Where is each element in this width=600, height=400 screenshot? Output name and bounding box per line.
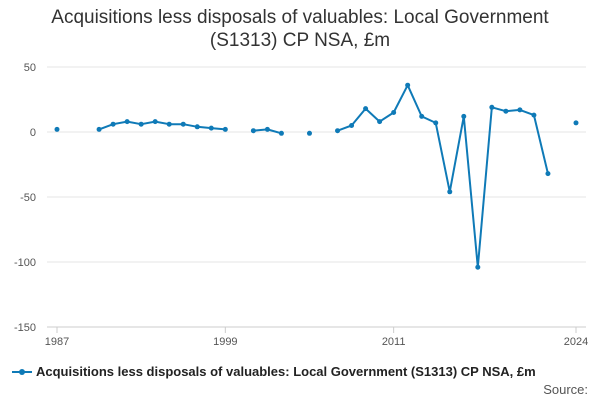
y-tick-label-0: 0 <box>30 127 36 139</box>
data-point-1994 <box>152 119 158 125</box>
y-tick-label-50: 50 <box>24 62 36 74</box>
data-point-2019 <box>503 108 509 114</box>
data-point-1990 <box>96 126 102 132</box>
chart-title: Acquisitions less disposals of valuables… <box>0 6 600 52</box>
data-point-1995 <box>166 121 172 127</box>
gridlines <box>47 66 586 263</box>
x-tick-label-2024: 2024 <box>564 336 588 348</box>
data-point-2021 <box>531 112 537 118</box>
source-label: Source: <box>543 382 588 397</box>
x-axis: 1987 1999 2011 2024 <box>45 326 588 348</box>
chart-title-line-2: (S1313) CP NSA, £m <box>209 30 391 51</box>
data-point-2018 <box>489 104 495 110</box>
data-point-1991 <box>110 121 116 127</box>
data-point-1993 <box>138 121 144 127</box>
data-point-2016 <box>461 113 467 119</box>
data-point-2015 <box>447 189 453 195</box>
data-point-2022 <box>545 171 551 177</box>
data-point-1998 <box>208 125 214 131</box>
y-tick-label--50: -50 <box>20 192 36 204</box>
chart-title-line-1: Acquisitions less disposals of valuables… <box>51 7 549 28</box>
data-point-2009 <box>363 106 369 112</box>
data-point-2020 <box>517 107 523 113</box>
series-line-group <box>98 84 549 269</box>
data-point-2003 <box>278 130 284 136</box>
data-point-2024 <box>573 120 579 126</box>
data-point-2001 <box>250 128 256 134</box>
legend-swatch-icon <box>12 367 32 377</box>
x-tick-label-1987: 1987 <box>45 336 69 348</box>
data-point-2008 <box>349 123 355 128</box>
y-tick-label--100: -100 <box>14 257 36 269</box>
series-line-segment-1 <box>98 120 226 131</box>
data-point-2007 <box>335 128 341 134</box>
data-point-2011 <box>391 110 397 115</box>
data-point-2002 <box>264 126 270 132</box>
legend-label: Acquisitions less disposals of valuables… <box>36 364 536 379</box>
data-point-1996 <box>180 121 186 127</box>
data-point-2005 <box>306 130 312 136</box>
data-point-2012 <box>405 82 411 88</box>
data-point-1987 <box>54 126 60 132</box>
y-tick-label--150: -150 <box>14 322 36 334</box>
legend[interactable]: Acquisitions less disposals of valuables… <box>12 364 536 379</box>
data-point-2013 <box>419 113 425 119</box>
y-axis-ticks: 50 0 -50 -100 -150 <box>14 62 36 334</box>
data-point-2017 <box>475 264 481 270</box>
data-point-1997 <box>194 124 200 130</box>
x-tick-label-1999: 1999 <box>213 336 237 348</box>
series-points-group <box>54 82 579 270</box>
data-point-1999 <box>222 126 228 132</box>
series-line-segment-4 <box>337 84 549 269</box>
data-point-2010 <box>377 119 383 125</box>
data-point-1992 <box>124 119 130 125</box>
data-point-2014 <box>433 120 439 126</box>
x-tick-label-2011: 2011 <box>382 336 406 348</box>
